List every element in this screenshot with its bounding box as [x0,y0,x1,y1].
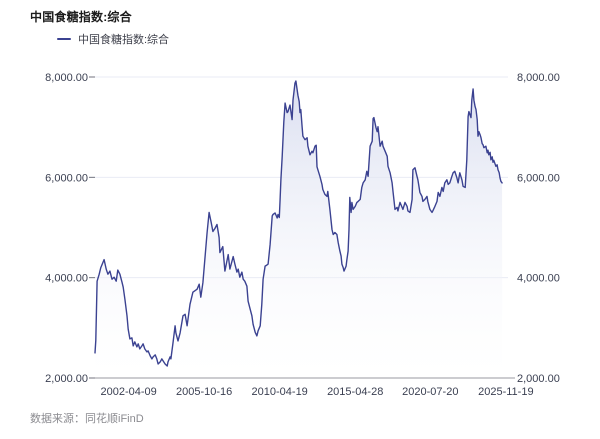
x-axis-labels: 2002-04-09 2005-10-16 2010-04-19 2015-04-28… [100,386,533,398]
svg-text:2010-04-19: 2010-04-19 [252,386,308,398]
legend-line-marker [57,38,71,40]
svg-text:2025-11-19: 2025-11-19 [478,386,533,398]
legend-item-sugar-index[interactable]: 中国食糖指数:综合 [57,31,169,47]
svg-text:4,000.00: 4,000.00 [45,273,88,285]
svg-text:2,000.00: 2,000.00 [517,373,560,385]
svg-text:4,000.00: 4,000.00 [517,273,560,285]
y-axis-labels-left: 2,000.00 4,000.00 6,000.00 8,000.00 [45,72,88,385]
svg-text:2,000.00: 2,000.00 [45,373,88,385]
svg-text:2015-04-28: 2015-04-28 [327,386,383,398]
svg-text:8,000.00: 8,000.00 [45,72,88,84]
svg-text:8,000.00: 8,000.00 [517,72,560,84]
svg-text:6,000.00: 6,000.00 [45,172,88,184]
y-axis-ticks [89,76,95,379]
series-line [94,80,503,367]
svg-text:2020-07-20: 2020-07-20 [402,386,458,398]
svg-text:6,000.00: 6,000.00 [517,172,560,184]
data-source-note: 数据来源：同花顺iFinD [30,413,144,425]
chart-title: 中国食糖指数:综合 [30,10,132,24]
legend-label: 中国食糖指数:综合 [78,34,170,46]
series-area [95,81,503,378]
svg-text:2005-10-16: 2005-10-16 [176,386,232,398]
y-axis-labels-right: 2,000.00 4,000.00 6,000.00 8,000.00 [517,72,560,385]
svg-text:2002-04-09: 2002-04-09 [100,386,156,398]
